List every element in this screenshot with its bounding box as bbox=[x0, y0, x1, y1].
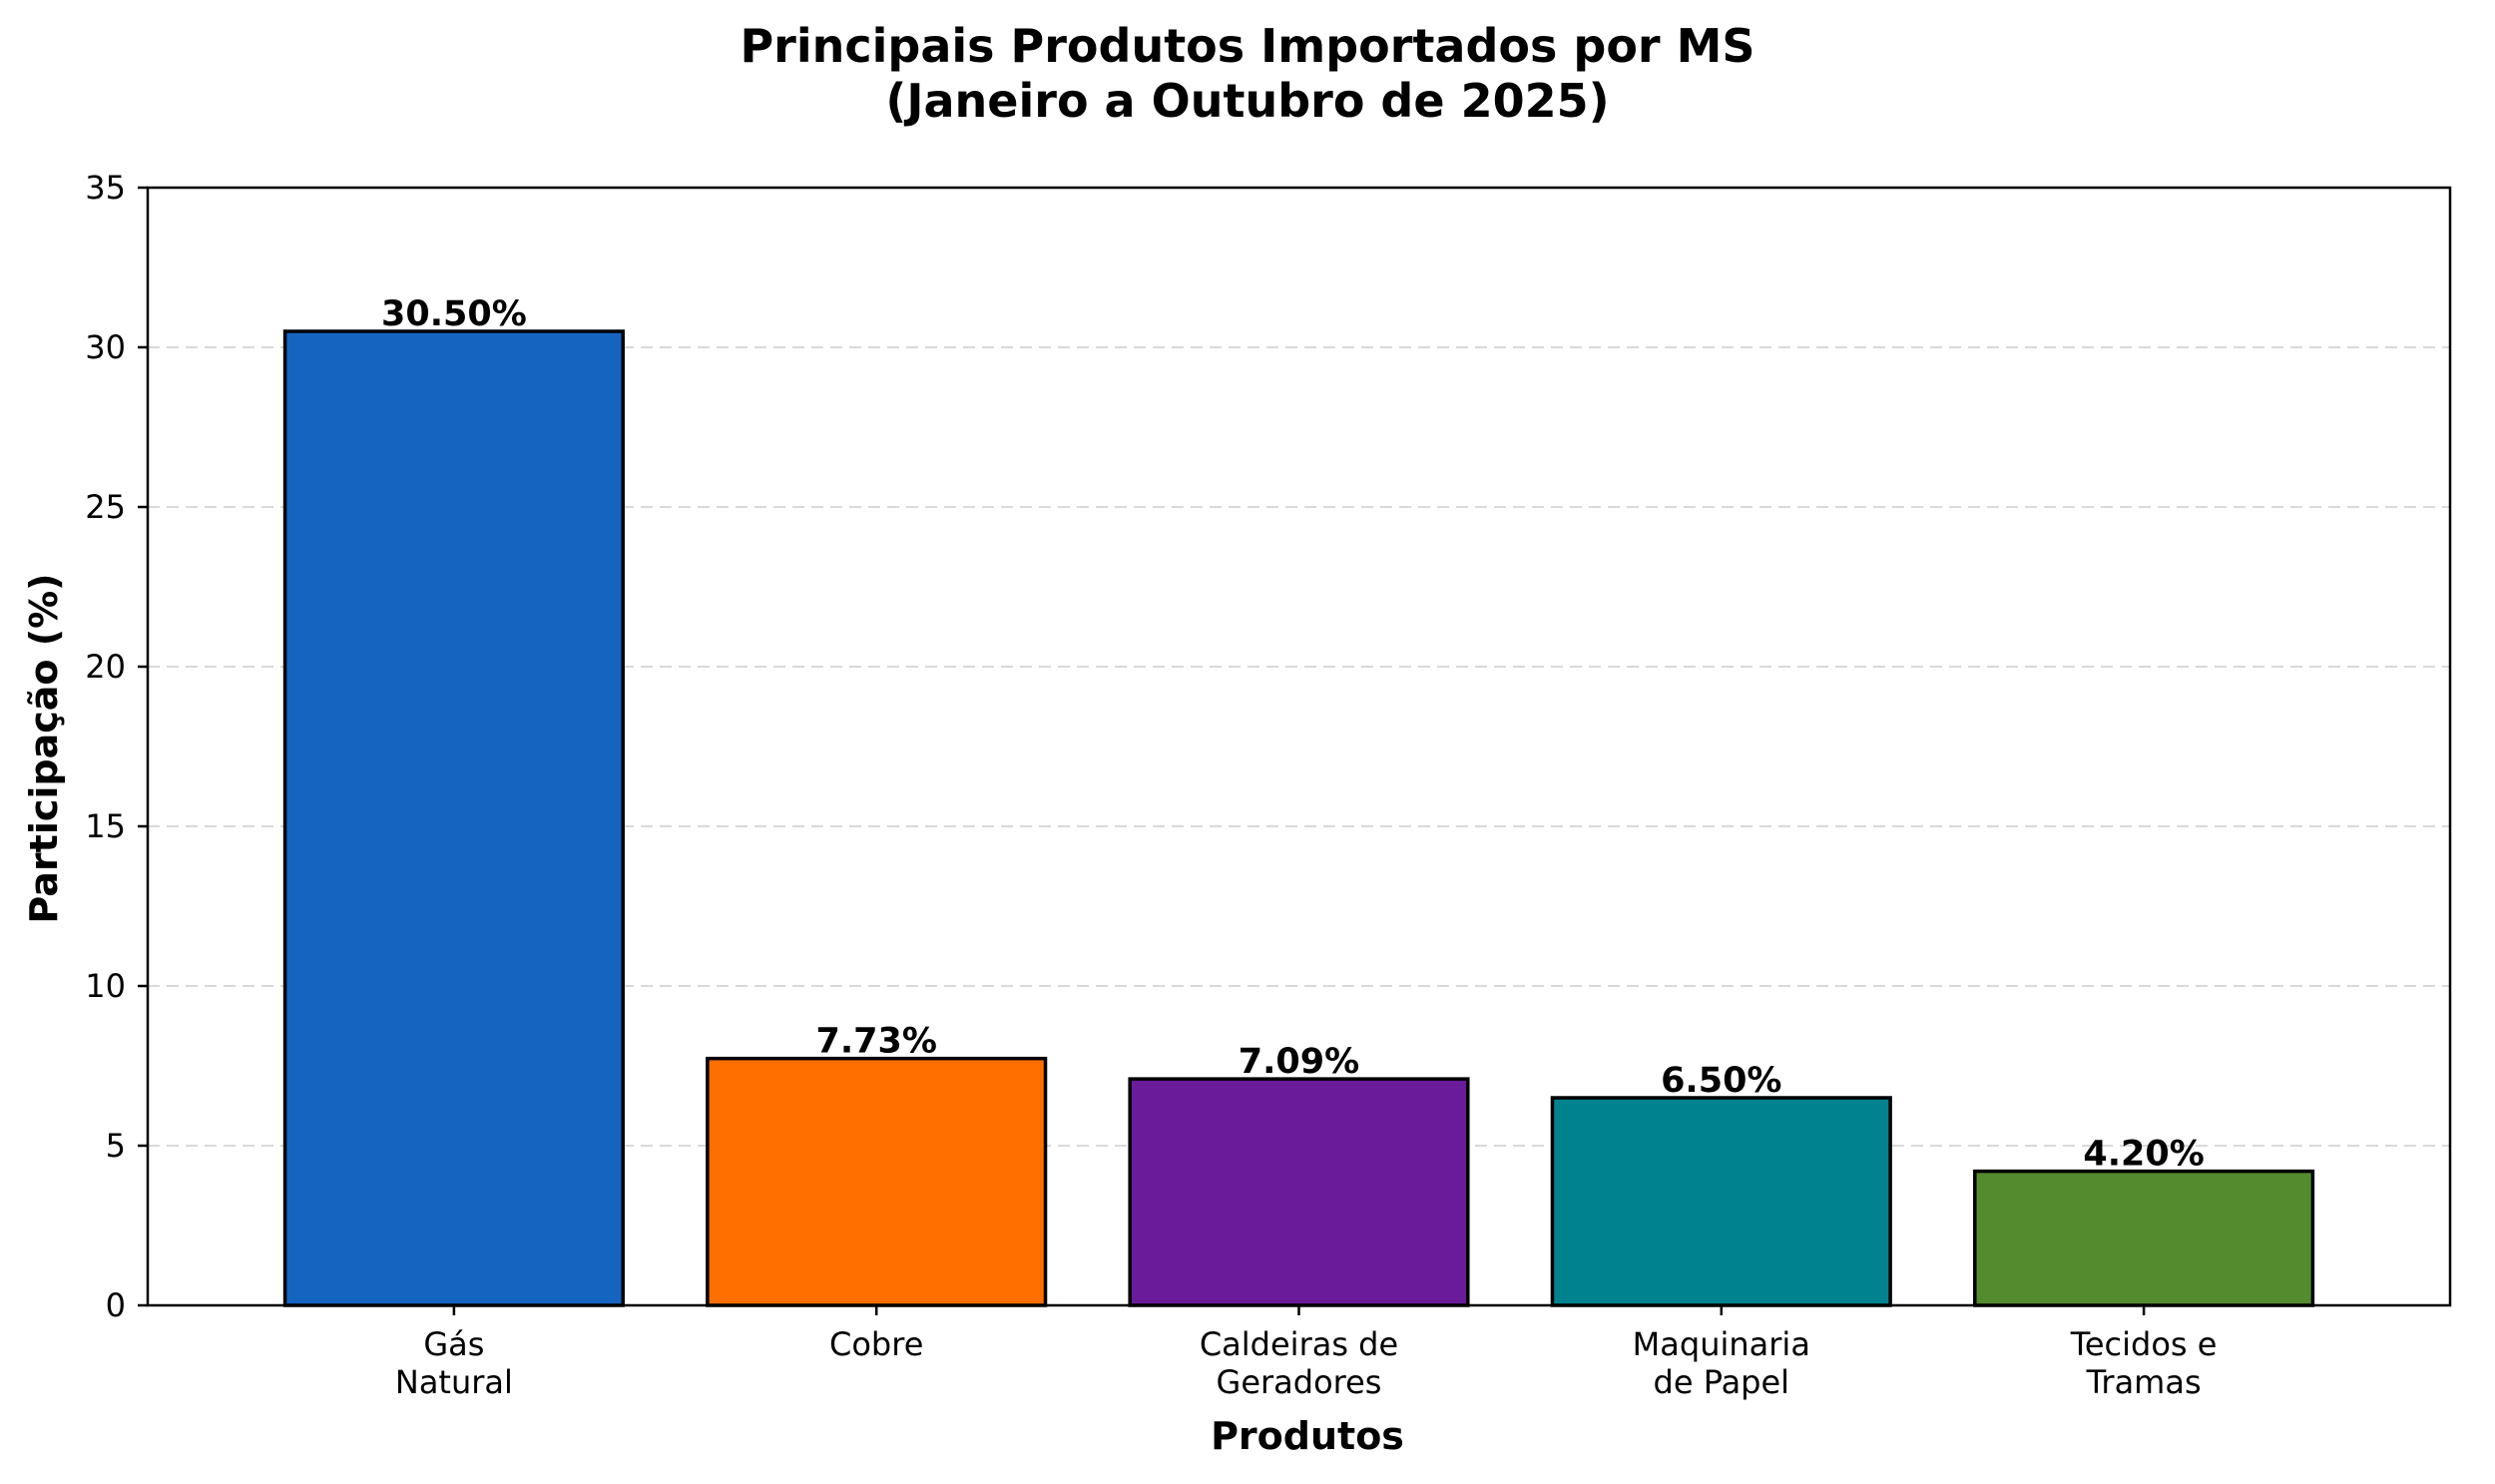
bar bbox=[706, 1056, 1048, 1307]
y-axis-label: Participação (%) bbox=[22, 573, 66, 923]
y-tick-label: 20 bbox=[85, 648, 126, 686]
bar-value-label: 7.09% bbox=[1239, 1042, 1359, 1082]
x-tick-label-line: Cobre bbox=[829, 1325, 923, 1363]
x-axis-ticks: Gás Natural Cobre Caldeiras de Geradores Maqu… bbox=[395, 1305, 2218, 1401]
x-tick-label: Maquinaria de Papel bbox=[1633, 1325, 1810, 1401]
y-tick-label: 15 bbox=[85, 807, 126, 845]
x-tick-label: Cobre bbox=[829, 1325, 923, 1363]
bar-value-label: 30.50% bbox=[381, 294, 527, 334]
x-tick-label-line: de Papel bbox=[1654, 1363, 1790, 1401]
x-tick-label: Tecidos e Tramas bbox=[2070, 1325, 2218, 1401]
x-tick-label-line: Caldeiras de bbox=[1200, 1325, 1398, 1363]
x-tick-label-line: Maquinaria bbox=[1633, 1325, 1810, 1363]
data-labels: 30.50% 7.73% 7.09% 6.50% 4.20% bbox=[381, 294, 2205, 1175]
bar bbox=[282, 329, 625, 1307]
x-tick-label: Gás Natural bbox=[395, 1325, 513, 1401]
bar-value-label: 6.50% bbox=[1661, 1061, 1781, 1101]
y-tick-label: 0 bbox=[106, 1286, 126, 1324]
chart-title: Principais Produtos Importados por MS bbox=[740, 19, 1754, 73]
y-tick-label: 30 bbox=[85, 328, 126, 366]
bar bbox=[1973, 1169, 2315, 1307]
y-tick-label: 35 bbox=[85, 169, 126, 207]
x-tick-label-line: Gás bbox=[423, 1325, 484, 1363]
bar-value-label: 7.73% bbox=[815, 1022, 936, 1062]
y-tick-label: 5 bbox=[106, 1127, 126, 1165]
x-tick-label: Caldeiras de Geradores bbox=[1200, 1325, 1398, 1401]
x-tick-label-line: Natural bbox=[395, 1363, 513, 1401]
bars bbox=[282, 329, 2315, 1307]
x-tick-label-line: Tramas bbox=[2086, 1363, 2202, 1401]
bar bbox=[1128, 1077, 1470, 1307]
bar-value-label: 4.20% bbox=[2083, 1135, 2204, 1175]
x-tick-label-line: Tecidos e bbox=[2070, 1325, 2218, 1363]
y-tick-label: 10 bbox=[85, 967, 126, 1005]
bar bbox=[1550, 1096, 1892, 1307]
x-tick-label-line: Geradores bbox=[1217, 1363, 1382, 1401]
chart-subtitle: (Janeiro a Outubro de 2025) bbox=[885, 74, 1609, 128]
y-tick-label: 25 bbox=[85, 488, 126, 526]
y-axis-ticks: 0 5 10 15 20 25 30 35 bbox=[85, 169, 148, 1324]
x-axis-label: Produtos bbox=[1211, 1414, 1404, 1458]
